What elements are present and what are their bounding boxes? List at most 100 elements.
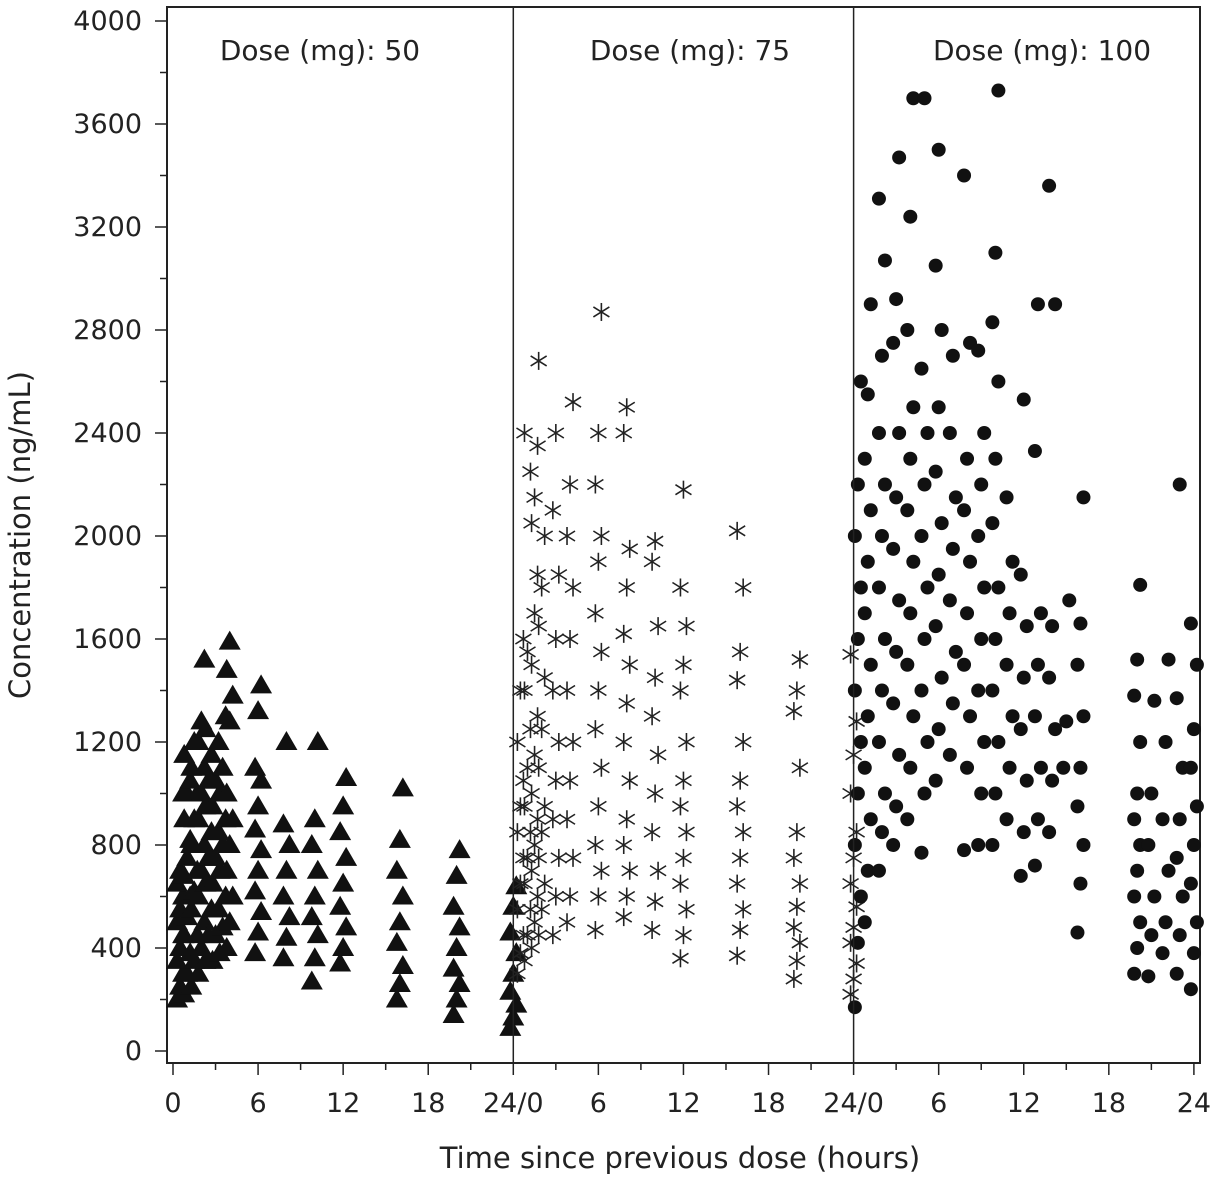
- data-point-circle: [889, 292, 904, 307]
- data-point-triangle: [190, 859, 213, 879]
- data-point-asterisk: [530, 926, 548, 945]
- data-point-asterisk: [728, 797, 746, 816]
- data-point-circle: [931, 400, 946, 415]
- data-point-asterisk: [514, 848, 532, 867]
- data-point-asterisk: [621, 771, 639, 790]
- data-point-circle: [985, 516, 1000, 531]
- data-point-asterisk: [728, 521, 746, 540]
- data-point-triangle: [335, 767, 358, 787]
- data-point-asterisk: [618, 694, 636, 713]
- data-point-asterisk: [731, 920, 749, 939]
- data-point-asterisk: [791, 933, 809, 952]
- data-point-triangle: [505, 875, 528, 895]
- data-point-circle: [971, 838, 986, 852]
- data-point-asterisk: [643, 552, 661, 571]
- data-point-asterisk: [592, 527, 610, 545]
- data-point-asterisk: [615, 908, 633, 927]
- data-point-circle: [1161, 652, 1176, 667]
- data-point-circle: [914, 683, 929, 698]
- data-point-circle: [1073, 760, 1088, 775]
- data-point-circle: [934, 323, 949, 337]
- data-point-asterisk: [842, 985, 860, 1004]
- x-tick-label: 24/0: [823, 1088, 884, 1119]
- data-point-circle: [991, 735, 1006, 749]
- data-point-circle: [877, 477, 892, 492]
- data-point-asterisk: [643, 920, 661, 939]
- data-point-triangle: [300, 906, 323, 926]
- x-tick-label: 6: [249, 1088, 266, 1119]
- data-point-asterisk: [522, 462, 539, 481]
- data-point-circle: [1076, 490, 1091, 505]
- data-point-asterisk: [675, 771, 692, 790]
- data-point-circle: [877, 632, 892, 646]
- data-point-circle: [1059, 714, 1074, 729]
- data-point-circle: [1147, 693, 1162, 708]
- data-point-asterisk: [508, 900, 526, 919]
- data-point-triangle: [166, 949, 189, 969]
- data-point-circle: [928, 619, 943, 634]
- data-point-circle: [931, 567, 946, 582]
- data-point-asterisk: [530, 848, 548, 867]
- data-point-asterisk: [618, 398, 636, 417]
- data-point-asterisk: [586, 920, 604, 939]
- data-point-asterisk: [643, 823, 661, 842]
- data-point-triangle: [221, 808, 244, 828]
- data-point-asterisk: [564, 393, 582, 412]
- data-point-circle: [871, 735, 886, 749]
- data-point-circle: [1042, 825, 1057, 840]
- plot-frame: [166, 6, 1201, 1064]
- data-point-asterisk: [530, 758, 548, 777]
- data-point-asterisk: [530, 617, 548, 636]
- data-point-circle: [977, 735, 992, 749]
- data-points: [166, 83, 1204, 1036]
- data-point-triangle: [221, 684, 244, 704]
- data-point-circle: [942, 426, 957, 440]
- data-point-circle: [850, 632, 865, 646]
- data-point-circle: [931, 722, 946, 737]
- data-point-circle: [931, 142, 946, 157]
- data-point-triangle: [388, 828, 411, 848]
- data-point-circle: [860, 863, 875, 878]
- data-point-triangle: [173, 743, 196, 763]
- data-point-triangle: [250, 769, 273, 789]
- data-point-circle: [1183, 982, 1198, 997]
- data-point-asterisk: [516, 681, 533, 700]
- data-point-triangle: [278, 834, 301, 853]
- data-point-asterisk: [547, 424, 565, 442]
- data-point-circle: [1127, 889, 1142, 904]
- data-point-asterisk: [516, 424, 533, 442]
- data-point-asterisk: [514, 926, 532, 945]
- data-point-triangle: [244, 942, 267, 962]
- data-point-circle: [928, 464, 943, 479]
- data-point-circle: [1127, 966, 1142, 981]
- data-point-asterisk: [589, 552, 607, 571]
- data-point-circle: [857, 451, 872, 466]
- data-point-circle: [874, 825, 889, 840]
- data-point-asterisk: [526, 745, 543, 764]
- x-tick-label: 12: [1007, 1088, 1041, 1119]
- data-point-circle: [1030, 297, 1045, 312]
- data-point-asterisk: [526, 488, 543, 507]
- data-point-asterisk: [621, 861, 639, 880]
- data-point-triangle: [306, 731, 329, 750]
- data-point-circle: [991, 580, 1006, 595]
- data-point-circle: [863, 812, 878, 827]
- data-point-circle: [985, 838, 1000, 852]
- y-tick-label: 3600: [73, 109, 142, 140]
- data-point-circle: [942, 747, 957, 762]
- data-point-triangle: [388, 911, 411, 931]
- data-point-circle: [1016, 670, 1031, 685]
- data-point-circle: [988, 632, 1003, 646]
- data-point-asterisk: [785, 702, 803, 721]
- data-point-triangle: [448, 973, 471, 993]
- data-point-circle: [1147, 889, 1162, 904]
- data-point-circle: [906, 400, 921, 415]
- data-point-triangle: [505, 942, 528, 962]
- data-point-triangle: [329, 821, 352, 841]
- data-point-circle: [1175, 889, 1190, 904]
- data-point-circle: [1144, 786, 1159, 801]
- data-point-circle: [1169, 966, 1184, 981]
- data-point-circle: [945, 348, 960, 363]
- x-tick-label: 18: [411, 1088, 445, 1119]
- data-point-asterisk: [558, 913, 576, 932]
